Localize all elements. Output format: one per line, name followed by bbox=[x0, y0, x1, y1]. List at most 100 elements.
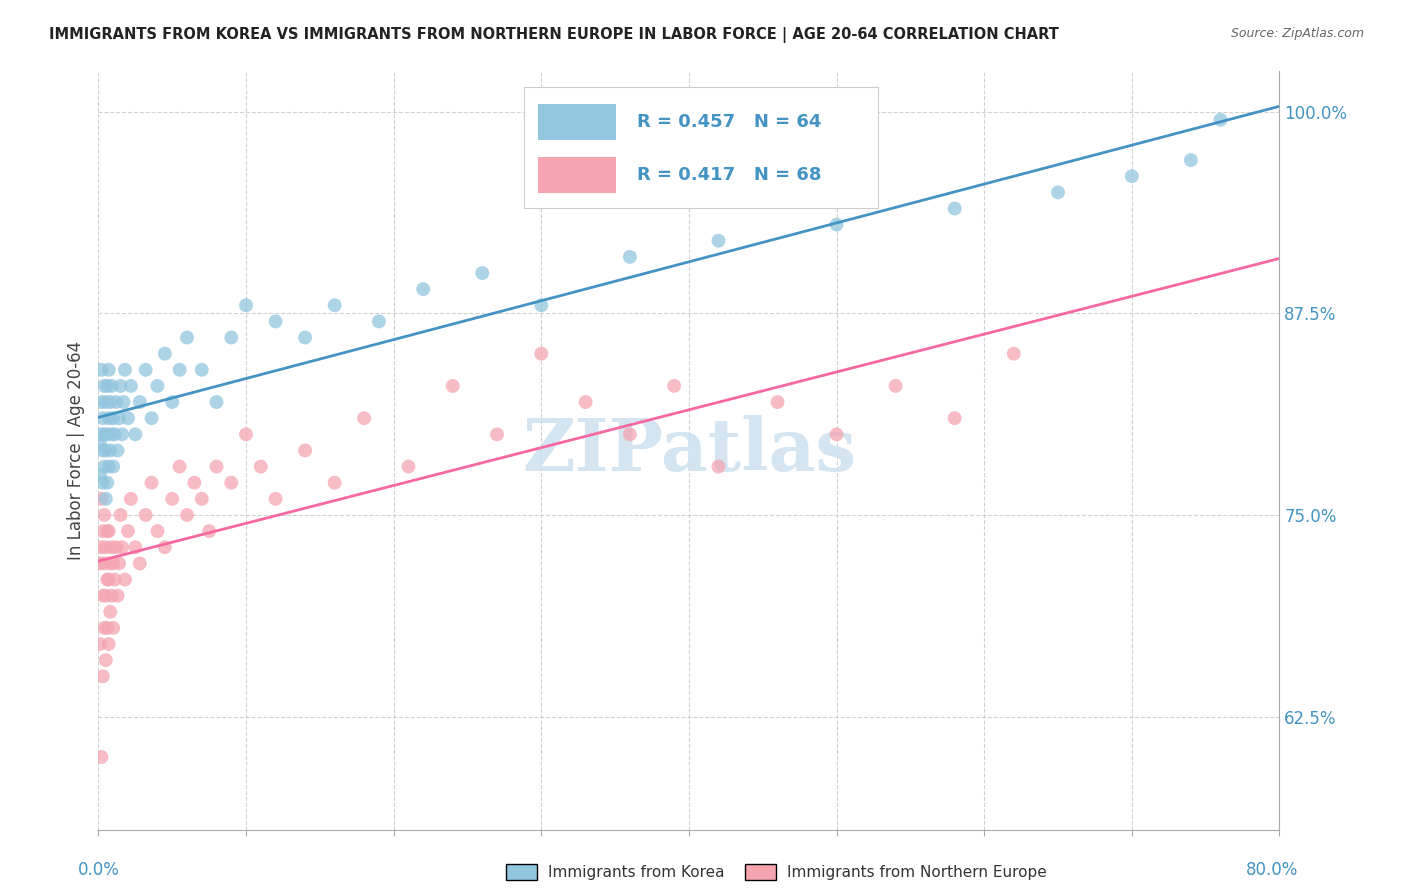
Point bbox=[825, 427, 848, 442]
Point bbox=[1180, 153, 1202, 167]
Point bbox=[124, 427, 146, 442]
Point bbox=[368, 314, 391, 328]
Point bbox=[97, 411, 120, 425]
Point bbox=[114, 573, 136, 587]
Point bbox=[94, 589, 117, 603]
Point bbox=[135, 508, 157, 522]
Point bbox=[97, 459, 120, 474]
Point bbox=[707, 459, 730, 474]
Point bbox=[111, 427, 134, 442]
Text: Immigrants from Korea: Immigrants from Korea bbox=[548, 865, 725, 880]
Text: 80.0%: 80.0% bbox=[1246, 861, 1299, 879]
Point bbox=[94, 653, 117, 667]
Point bbox=[120, 491, 142, 506]
Point bbox=[471, 266, 494, 280]
Point bbox=[294, 443, 316, 458]
Point bbox=[103, 459, 125, 474]
Point bbox=[96, 475, 118, 490]
Point bbox=[90, 427, 112, 442]
Point bbox=[94, 395, 117, 409]
Point bbox=[96, 379, 118, 393]
Point bbox=[176, 330, 198, 344]
Point bbox=[353, 411, 375, 425]
Point bbox=[120, 379, 142, 393]
Point bbox=[91, 524, 114, 538]
Text: IMMIGRANTS FROM KOREA VS IMMIGRANTS FROM NORTHERN EUROPE IN LABOR FORCE | AGE 20: IMMIGRANTS FROM KOREA VS IMMIGRANTS FROM… bbox=[49, 27, 1059, 43]
Point bbox=[91, 411, 114, 425]
Point bbox=[183, 475, 205, 490]
Point bbox=[100, 541, 122, 555]
Point bbox=[191, 363, 214, 377]
Point bbox=[93, 621, 115, 635]
Point bbox=[90, 541, 112, 555]
Point bbox=[619, 250, 641, 264]
Point bbox=[235, 427, 257, 442]
Point bbox=[153, 541, 176, 555]
Point bbox=[98, 557, 121, 571]
Point bbox=[107, 589, 129, 603]
Point bbox=[205, 395, 228, 409]
Point bbox=[117, 411, 139, 425]
Point bbox=[486, 427, 509, 442]
Point bbox=[124, 541, 146, 555]
Point bbox=[96, 427, 118, 442]
Point bbox=[93, 379, 115, 393]
Point bbox=[93, 508, 115, 522]
Point bbox=[91, 443, 114, 458]
Point bbox=[96, 524, 118, 538]
Point bbox=[530, 346, 553, 360]
Point bbox=[96, 573, 118, 587]
Point bbox=[198, 524, 221, 538]
Point bbox=[114, 363, 136, 377]
Point bbox=[441, 379, 464, 393]
Point bbox=[398, 459, 420, 474]
Point bbox=[153, 346, 176, 360]
Point bbox=[766, 395, 789, 409]
Point bbox=[128, 395, 150, 409]
Point bbox=[97, 637, 120, 651]
Point bbox=[110, 379, 132, 393]
Point bbox=[323, 298, 346, 312]
Point bbox=[112, 395, 135, 409]
Point bbox=[104, 427, 127, 442]
Point bbox=[1121, 169, 1143, 184]
Point bbox=[619, 427, 641, 442]
Point bbox=[93, 427, 115, 442]
Point bbox=[98, 443, 121, 458]
Point bbox=[264, 491, 287, 506]
Point bbox=[91, 475, 114, 490]
Point bbox=[884, 379, 907, 393]
Point bbox=[110, 508, 132, 522]
Point bbox=[96, 621, 118, 635]
Point bbox=[94, 443, 117, 458]
Point bbox=[90, 363, 112, 377]
Point bbox=[162, 491, 183, 506]
Point bbox=[1209, 112, 1232, 127]
Point bbox=[93, 459, 115, 474]
Point bbox=[135, 363, 157, 377]
Point bbox=[103, 411, 125, 425]
Point bbox=[89, 467, 111, 482]
Point bbox=[91, 669, 114, 683]
Point bbox=[235, 298, 257, 312]
Point bbox=[108, 411, 131, 425]
Point bbox=[90, 395, 112, 409]
Text: ZIPatlas: ZIPatlas bbox=[522, 415, 856, 486]
Point bbox=[107, 443, 129, 458]
Point bbox=[111, 541, 134, 555]
Point bbox=[100, 589, 122, 603]
Point bbox=[169, 459, 191, 474]
Point bbox=[128, 557, 150, 571]
Point bbox=[412, 282, 434, 296]
Point bbox=[191, 491, 214, 506]
Point bbox=[162, 395, 183, 409]
Point bbox=[97, 573, 120, 587]
Point bbox=[98, 605, 121, 619]
Point bbox=[707, 234, 730, 248]
Point bbox=[93, 557, 115, 571]
Point bbox=[169, 363, 191, 377]
Point bbox=[89, 637, 111, 651]
Point bbox=[943, 202, 966, 216]
Text: 0.0%: 0.0% bbox=[77, 861, 120, 879]
Text: Source: ZipAtlas.com: Source: ZipAtlas.com bbox=[1230, 27, 1364, 40]
